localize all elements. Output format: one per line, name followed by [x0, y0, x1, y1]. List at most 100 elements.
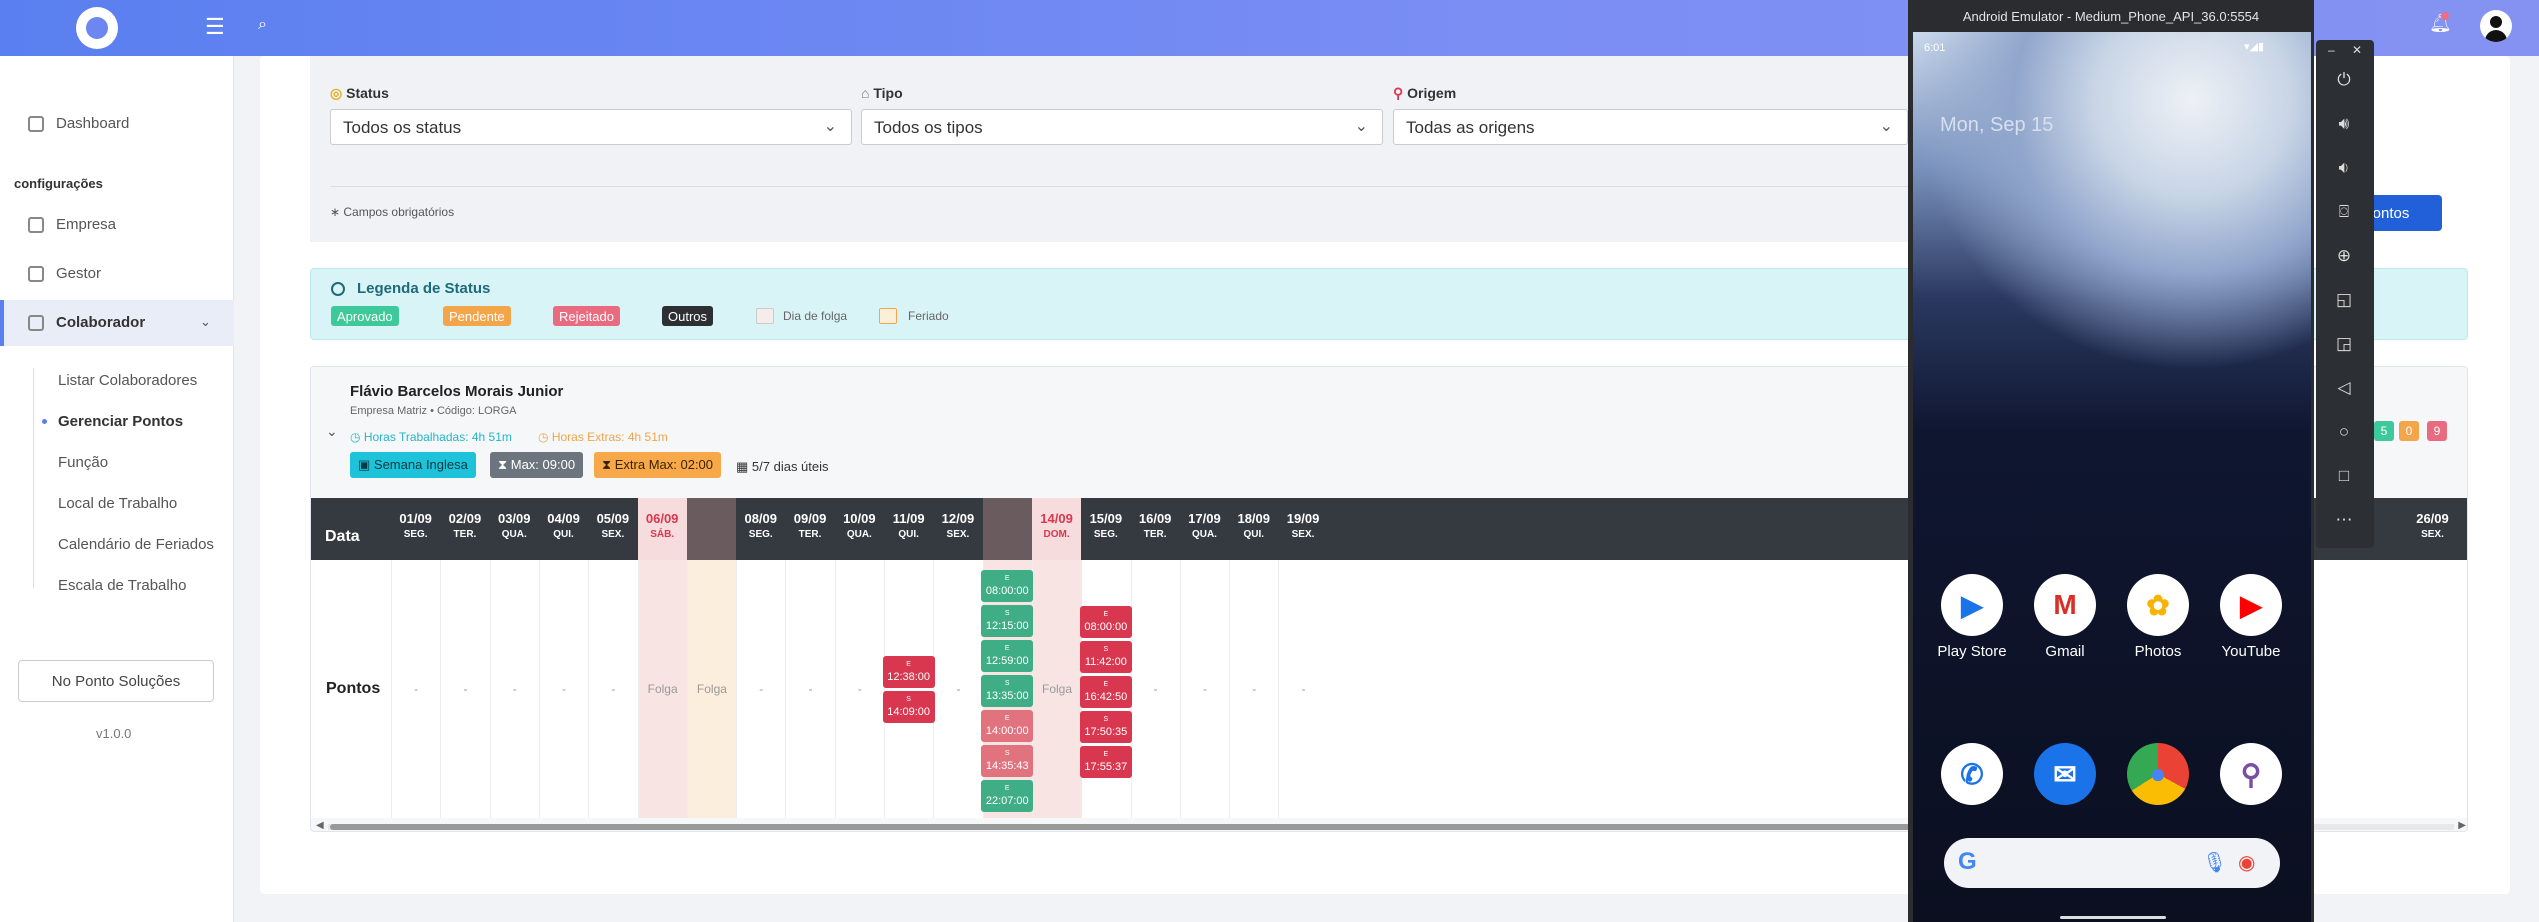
- youtube-icon[interactable]: ▶: [2220, 574, 2282, 636]
- table-cell[interactable]: Folga: [1031, 560, 1082, 818]
- volume-up-icon[interactable]: 🔊︎: [2338, 114, 2350, 133]
- chevron-down-icon: ⌄: [1879, 118, 1893, 135]
- volume-down-icon[interactable]: 🔉︎: [2338, 158, 2350, 177]
- header-date: 03/09: [497, 511, 531, 526]
- photos-icon[interactable]: ✿: [2127, 574, 2189, 636]
- sidebar-subitem-local[interactable]: Local de Trabalho: [58, 495, 178, 512]
- legend-others-badge: Outros: [662, 306, 714, 326]
- sidebar-item-dashboard[interactable]: Dashboard: [28, 115, 129, 132]
- punch-entry[interactable]: E 08:00:00: [1079, 606, 1132, 638]
- scrollbar-thumb[interactable]: [330, 824, 2050, 830]
- app-label: Photos: [2134, 643, 2182, 660]
- table-cell[interactable]: -: [1179, 560, 1229, 818]
- sidebar-item-colaborador[interactable]: Colaborador: [28, 314, 145, 331]
- app-logo-icon[interactable]: [76, 7, 118, 49]
- punch-entry[interactable]: S 14:09:00: [882, 691, 935, 723]
- table-cell[interactable]: -: [440, 560, 489, 818]
- sidebar-subitem-gerenciar-pontos[interactable]: Gerenciar Pontos: [58, 413, 184, 430]
- table-cell[interactable]: Folga: [637, 560, 687, 818]
- chrome-icon[interactable]: ●: [2127, 743, 2189, 805]
- punch-entry[interactable]: S 17:50:35: [1079, 711, 1132, 743]
- camera-icon[interactable]: ⌼: [2338, 202, 2350, 221]
- table-cell[interactable]: -: [391, 560, 440, 818]
- punch-entry[interactable]: E 17:55:37: [1079, 746, 1132, 778]
- table-cell[interactable]: -: [1130, 560, 1180, 818]
- overview-icon[interactable]: □: [2338, 466, 2350, 485]
- table-cell[interactable]: -: [933, 560, 982, 818]
- rotate-left-icon[interactable]: ◱: [2335, 290, 2353, 309]
- lens-icon[interactable]: ◉: [2238, 852, 2256, 874]
- tipo-select[interactable]: Todos os tipos ⌄: [861, 109, 1383, 145]
- sidebar-subitem-funcao[interactable]: Função: [58, 454, 109, 471]
- punch-entry[interactable]: S 11:42:00: [1079, 641, 1132, 673]
- table-cell[interactable]: [884, 560, 933, 818]
- punch-entry[interactable]: E 12:59:00: [981, 640, 1034, 672]
- sidebar-item-label: Empresa: [56, 216, 117, 233]
- scroll-left-icon[interactable]: ◀: [316, 820, 324, 831]
- sidebar-item-gestor[interactable]: Gestor: [28, 265, 101, 282]
- user-avatar[interactable]: [2480, 10, 2512, 42]
- punch-entry[interactable]: E 22:07:00: [981, 780, 1034, 812]
- phone-icon[interactable]: ✆: [1941, 743, 2003, 805]
- approved-count-badge: 5: [2374, 421, 2394, 441]
- chevron-down-icon[interactable]: ⌄: [326, 423, 338, 439]
- gmail-icon[interactable]: M: [2034, 574, 2096, 636]
- punch-time: 17:50:35: [1084, 726, 1128, 738]
- table-cell[interactable]: -: [1229, 560, 1278, 818]
- punch-entry[interactable]: E 08:00:00: [981, 570, 1034, 602]
- search-icon[interactable]: ⌕: [258, 16, 267, 33]
- punch-type: E: [1103, 611, 1109, 618]
- punch-entry[interactable]: E 14:00:00: [981, 710, 1034, 742]
- table-cell[interactable]: -: [736, 560, 785, 818]
- punch-time: 12:15:00: [985, 620, 1029, 632]
- punch-entry[interactable]: S 13:35:00: [981, 675, 1034, 707]
- header-weekday: SEG.: [748, 529, 773, 540]
- company-button[interactable]: No Ponto Soluções: [18, 660, 214, 702]
- sidebar-subitem-listar[interactable]: Listar Colaboradores: [58, 372, 198, 389]
- chevron-down-icon[interactable]: ⌄: [200, 314, 211, 329]
- origem-select[interactable]: Todas as origens ⌄: [1393, 109, 1908, 145]
- scroll-right-icon[interactable]: ▶: [2458, 820, 2466, 831]
- play-store-icon[interactable]: ▶: [1941, 574, 2003, 636]
- close-icon[interactable]: ✕: [2352, 43, 2363, 57]
- header-weekday: TER.: [798, 529, 822, 540]
- more-icon[interactable]: ⋯: [2335, 510, 2353, 529]
- gesture-bar[interactable]: [2060, 916, 2166, 919]
- table-cell[interactable]: -: [834, 560, 884, 818]
- sidebar-subitem-feriados[interactable]: Calendário de Feriados: [58, 536, 214, 553]
- table-header-cell: 06/09 SÁB.: [637, 498, 687, 560]
- table-cell[interactable]: Folga: [686, 560, 737, 818]
- table-cell[interactable]: -: [1278, 560, 1327, 818]
- tag-icon: ⌂: [861, 85, 874, 101]
- table-cell[interactable]: -: [588, 560, 637, 818]
- status-select[interactable]: Todos os status ⌄: [330, 109, 852, 145]
- back-icon[interactable]: ◁: [2337, 378, 2351, 397]
- rotate-right-icon[interactable]: ◲: [2335, 334, 2353, 353]
- home-icon[interactable]: ○: [2338, 422, 2350, 441]
- punch-type: E: [1103, 681, 1109, 688]
- google-search-bar[interactable]: G 🎙︎ ◉: [1944, 838, 2280, 888]
- table-cell[interactable]: -: [489, 560, 539, 818]
- power-icon[interactable]: ⏻: [2337, 70, 2351, 89]
- table-header-cell: 10/09 QUA.: [835, 498, 884, 560]
- building-icon: [28, 216, 44, 233]
- minimize-icon[interactable]: –: [2328, 43, 2335, 57]
- table-scrollbar[interactable]: ◀ ▶: [316, 820, 2466, 832]
- punch-type: E: [1004, 575, 1010, 582]
- table-cell[interactable]: -: [785, 560, 834, 818]
- sidebar-subitem-escala[interactable]: Escala de Trabalho: [58, 577, 187, 594]
- punch-entry[interactable]: E 12:38:00: [882, 656, 935, 688]
- user-icon: [28, 265, 44, 282]
- zoom-icon[interactable]: ⊕: [2336, 246, 2352, 265]
- punch-entry[interactable]: E 16:42:50: [1079, 676, 1132, 708]
- sidebar-item-empresa[interactable]: Empresa: [28, 216, 116, 233]
- punch-entry[interactable]: S 12:15:00: [981, 605, 1034, 637]
- table-cell[interactable]: -: [538, 560, 588, 818]
- home-icon: [28, 115, 44, 132]
- punch-entry[interactable]: S 14:35:43: [981, 745, 1034, 777]
- header-weekday: SÁB.: [650, 529, 675, 540]
- messages-icon[interactable]: ✉: [2034, 743, 2096, 805]
- no-ponto-app-icon[interactable]: ⚲: [2220, 743, 2282, 805]
- menu-toggle-icon[interactable]: ☰: [205, 14, 225, 39]
- mic-icon[interactable]: 🎙︎: [2202, 852, 2228, 874]
